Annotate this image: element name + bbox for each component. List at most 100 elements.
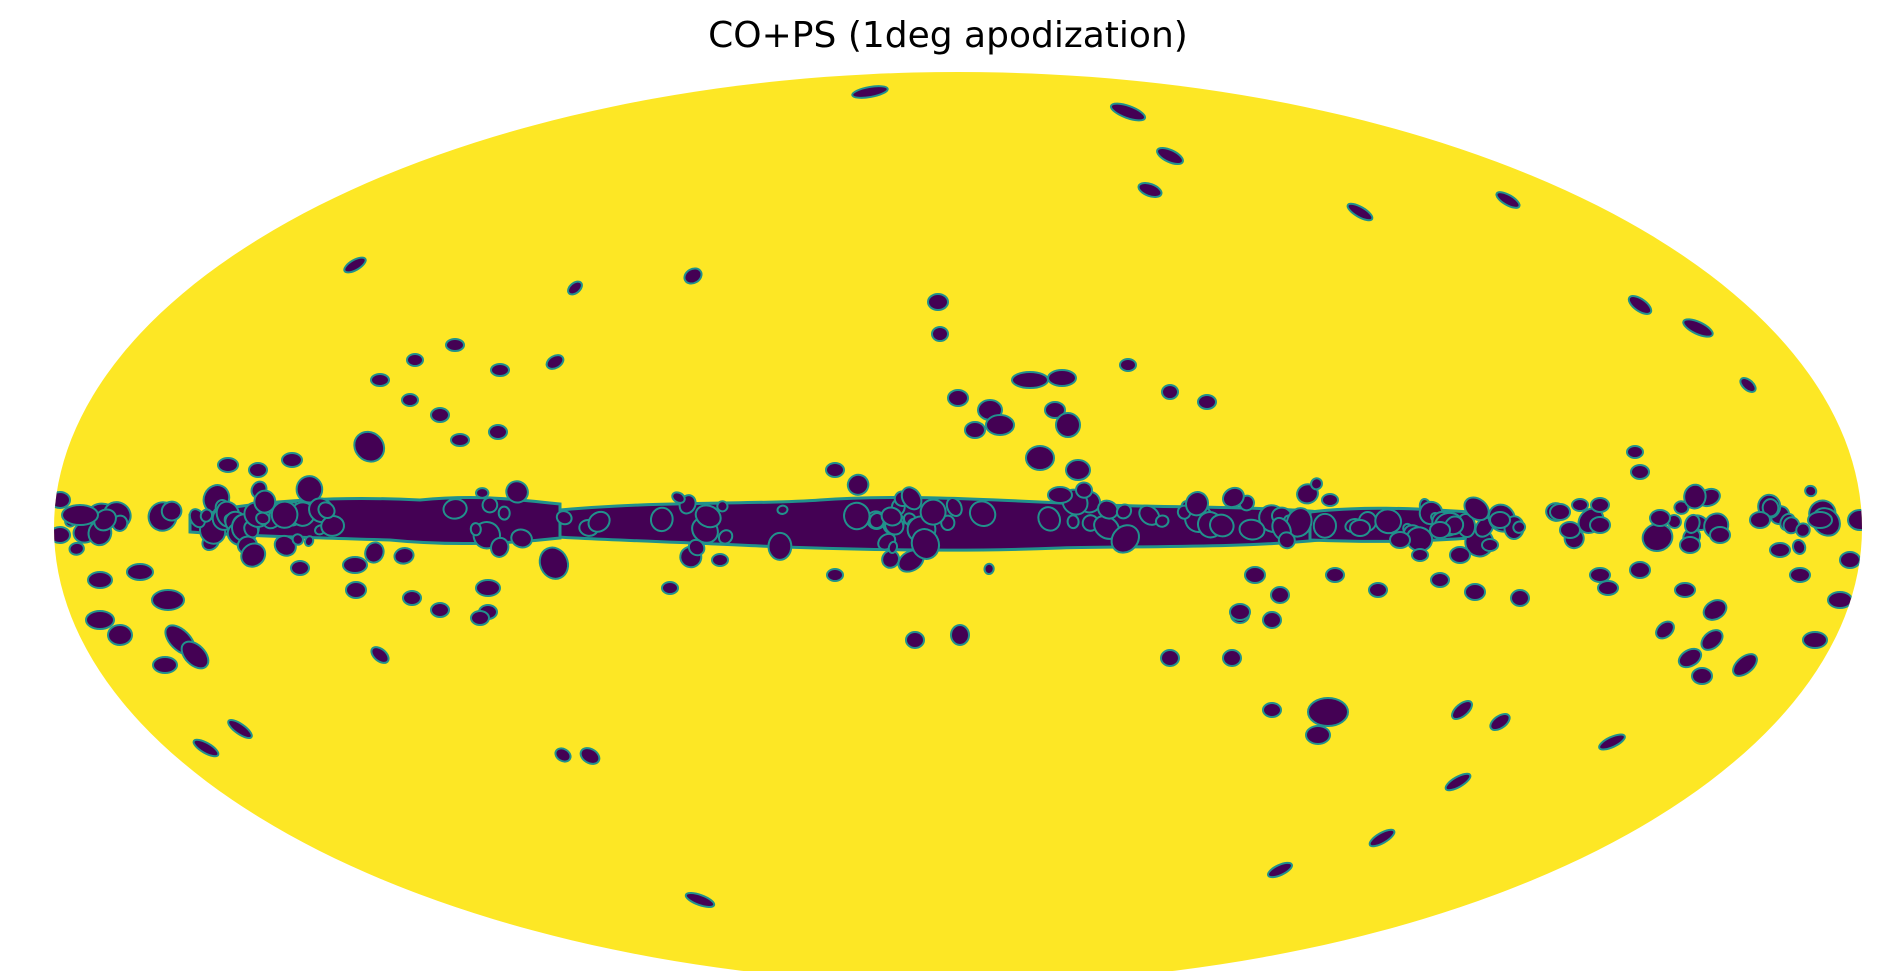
plane-clump	[273, 534, 297, 557]
point-source-mask	[1044, 401, 1066, 419]
point-source-mask	[1325, 567, 1345, 583]
point-source-mask	[1047, 486, 1073, 504]
plane-clump	[900, 486, 923, 511]
plane-clump	[291, 533, 304, 546]
point-source-mask	[488, 424, 508, 440]
point-source-mask	[54, 526, 71, 544]
point-source-mask	[1827, 591, 1853, 609]
point-source-mask	[1349, 519, 1371, 537]
point-source-mask	[1109, 102, 1147, 122]
point-source-mask	[343, 256, 367, 274]
point-source-mask	[1749, 511, 1771, 529]
point-source-mask	[281, 452, 303, 468]
point-source-mask	[61, 504, 99, 526]
point-source-mask	[248, 462, 268, 478]
point-source-mask	[950, 624, 970, 646]
point-source-mask	[1451, 700, 1473, 720]
point-source-mask	[54, 491, 71, 509]
point-source-mask	[1655, 620, 1675, 640]
point-source-mask	[1597, 580, 1619, 596]
point-source-mask	[401, 393, 419, 407]
point-source-mask	[402, 590, 422, 606]
plane-clump	[240, 542, 267, 568]
point-source-mask	[1702, 599, 1728, 621]
point-source-mask	[1682, 318, 1714, 338]
point-source-mask	[826, 568, 844, 582]
plane-clump	[481, 496, 499, 514]
point-source-mask	[1626, 445, 1644, 459]
plane-clump	[68, 541, 85, 556]
point-source-mask	[180, 640, 210, 670]
point-source-mask	[927, 293, 949, 311]
point-source-mask	[1389, 531, 1411, 549]
point-source-mask	[931, 326, 949, 342]
point-source-mask	[1649, 509, 1671, 527]
point-source-mask	[851, 85, 889, 99]
point-source-mask	[1677, 647, 1703, 669]
plane-clump	[393, 547, 415, 565]
point-source-mask	[1430, 572, 1450, 588]
plane-clump	[716, 500, 729, 513]
point-source-mask	[684, 892, 716, 908]
point-source-mask	[1674, 582, 1696, 598]
plane-clump	[160, 500, 183, 522]
point-source-mask	[1156, 146, 1184, 166]
point-source-mask	[1590, 497, 1610, 513]
plane-clump	[475, 487, 490, 499]
point-source-mask	[1769, 542, 1791, 558]
plane-clump	[1761, 498, 1780, 518]
plane-clump	[199, 508, 214, 523]
plane-clump	[93, 508, 117, 532]
plane-clump	[1238, 518, 1266, 541]
plane-clump	[1222, 486, 1245, 509]
point-source-mask	[406, 353, 424, 367]
point-source-mask	[1011, 371, 1049, 389]
point-source-mask	[1305, 725, 1331, 745]
point-source-mask	[1489, 511, 1511, 529]
point-source-mask	[1691, 667, 1713, 685]
point-source-mask	[450, 433, 470, 447]
point-source-mask	[475, 579, 501, 597]
point-source-mask	[1161, 384, 1179, 400]
point-source-mask	[151, 589, 185, 611]
plane-clump	[587, 510, 611, 533]
plane-clump	[919, 498, 947, 526]
point-source-mask	[430, 407, 450, 423]
plane-clump	[687, 538, 706, 557]
point-source-mask	[1119, 358, 1137, 372]
point-source-mask	[1464, 583, 1486, 601]
point-source-mask	[1789, 567, 1811, 583]
plane-clump	[843, 501, 871, 531]
point-source-mask	[1489, 713, 1511, 731]
plane-clump	[497, 505, 511, 521]
point-source-mask	[1229, 603, 1251, 621]
plane-clump	[880, 506, 903, 527]
point-source-mask	[1025, 445, 1055, 471]
point-source-mask	[1047, 369, 1077, 387]
plane-clump	[295, 475, 324, 504]
plane-clump	[776, 504, 789, 515]
plane-clump	[1683, 513, 1701, 534]
plane-clump	[1110, 524, 1140, 554]
point-source-mask	[1137, 182, 1163, 198]
plane-clump	[767, 531, 793, 561]
point-source-mask	[579, 747, 601, 765]
plane-clump	[303, 535, 315, 547]
map-title: CO+PS (1deg apodization)	[708, 15, 1188, 56]
plane-clump	[1512, 520, 1527, 534]
point-source-mask	[825, 462, 845, 478]
point-source-mask	[1802, 631, 1828, 649]
plane-clump	[1683, 483, 1707, 510]
point-source-mask	[711, 553, 729, 567]
plane-clump	[1374, 508, 1403, 535]
point-source-mask	[342, 556, 368, 574]
plane-clump	[968, 500, 997, 527]
plane-clump	[649, 506, 674, 533]
point-source-mask	[107, 624, 133, 646]
plane-clump	[510, 528, 533, 549]
point-source-mask	[1571, 498, 1589, 512]
point-source-mask	[1481, 538, 1499, 552]
point-source-mask	[1495, 191, 1521, 209]
point-source-mask	[1197, 394, 1217, 410]
point-source-mask	[1839, 551, 1861, 569]
